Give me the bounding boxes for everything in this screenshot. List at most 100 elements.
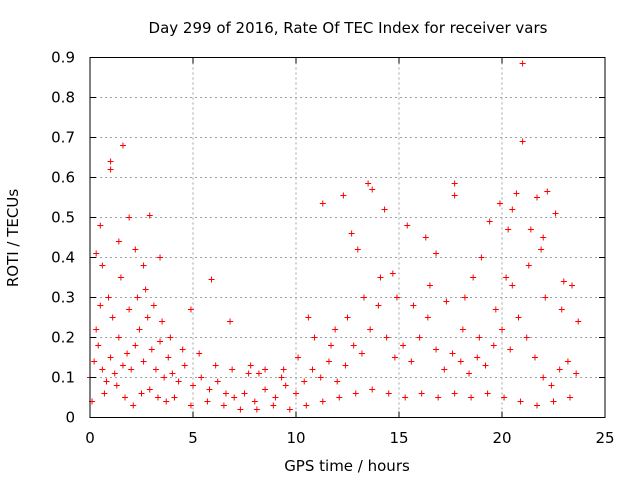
- y-tick-label: 0.9: [51, 49, 75, 67]
- data-point: [301, 378, 308, 385]
- data-point: [187, 306, 194, 313]
- y-tick-label: 0.7: [51, 129, 75, 147]
- data-point: [208, 276, 215, 283]
- data-point: [418, 390, 425, 397]
- data-point: [293, 390, 299, 397]
- data-point: [146, 386, 153, 393]
- data-point: [540, 234, 547, 241]
- data-point: [175, 378, 182, 385]
- data-point: [534, 194, 541, 201]
- data-points: [87, 60, 582, 413]
- data-point: [115, 238, 122, 245]
- data-point: [389, 270, 396, 277]
- data-point: [484, 390, 491, 397]
- data-point: [391, 354, 398, 361]
- data-point: [95, 342, 102, 349]
- data-point: [101, 390, 108, 397]
- data-point: [107, 166, 114, 173]
- data-point: [128, 366, 135, 373]
- data-point: [142, 286, 149, 293]
- x-tick-label: 10: [286, 429, 305, 447]
- data-point: [179, 346, 186, 353]
- data-point: [527, 226, 534, 233]
- data-point: [107, 158, 114, 165]
- data-point: [350, 342, 357, 349]
- data-point: [262, 366, 269, 373]
- data-point: [328, 342, 335, 349]
- data-point: [161, 374, 168, 381]
- data-point: [134, 294, 141, 301]
- data-point: [212, 362, 219, 369]
- data-point: [408, 358, 415, 365]
- data-point: [393, 294, 400, 301]
- data-point: [519, 138, 526, 145]
- data-point: [251, 398, 258, 405]
- data-point: [107, 354, 114, 361]
- data-point: [375, 302, 382, 309]
- data-point: [575, 318, 582, 325]
- data-point: [426, 282, 433, 289]
- data-point: [272, 394, 279, 401]
- data-point: [231, 394, 238, 401]
- data-point: [433, 346, 440, 353]
- data-point: [566, 394, 573, 401]
- grid-lines: [90, 57, 605, 418]
- data-point: [482, 362, 489, 369]
- data-point: [558, 306, 565, 313]
- data-point: [348, 230, 355, 237]
- data-point: [433, 250, 440, 257]
- axis-ticks: [89, 57, 606, 418]
- data-point: [501, 394, 508, 401]
- data-point: [198, 374, 205, 381]
- data-point: [474, 354, 481, 361]
- data-point: [499, 326, 505, 333]
- y-tick-label: 0.1: [51, 369, 75, 387]
- data-point: [229, 366, 236, 373]
- y-tick-label: 0.5: [51, 209, 75, 227]
- data-point: [130, 402, 137, 409]
- data-point: [354, 246, 361, 253]
- data-point: [103, 378, 110, 385]
- data-point: [132, 342, 139, 349]
- plot-frame: [89, 57, 606, 418]
- data-point: [163, 398, 170, 405]
- data-point: [319, 398, 326, 405]
- data-point: [132, 246, 139, 253]
- x-axis-label: GPS time / hours: [284, 457, 410, 475]
- data-point: [404, 222, 411, 229]
- data-point: [165, 354, 172, 361]
- data-point: [126, 306, 133, 313]
- data-point: [241, 390, 248, 397]
- data-point: [505, 226, 512, 233]
- data-point: [369, 186, 376, 193]
- data-point: [157, 254, 164, 261]
- data-point: [93, 250, 100, 257]
- data-point: [113, 382, 120, 389]
- data-point: [282, 382, 289, 389]
- data-point: [470, 274, 477, 281]
- data-point: [119, 362, 126, 369]
- data-point: [280, 366, 287, 373]
- data-point: [111, 370, 118, 377]
- data-point: [540, 374, 547, 381]
- data-point: [523, 334, 530, 341]
- data-point: [503, 274, 510, 281]
- data-point: [556, 366, 563, 373]
- data-point: [117, 274, 124, 281]
- data-point: [97, 222, 104, 229]
- data-point: [534, 402, 541, 409]
- data-point: [245, 370, 252, 377]
- data-point: [187, 402, 194, 409]
- data-point: [278, 374, 285, 381]
- data-point: [105, 294, 112, 301]
- y-axis-label: ROTI / TECUs: [4, 189, 22, 287]
- data-point: [410, 302, 417, 309]
- data-point: [91, 358, 98, 365]
- data-point: [255, 370, 262, 377]
- data-point: [150, 302, 157, 309]
- data-point: [295, 354, 302, 361]
- data-point: [124, 350, 131, 357]
- data-point: [538, 246, 545, 253]
- x-tick-labels: 0 5 10 15 20 25: [85, 429, 614, 447]
- data-point: [416, 334, 423, 341]
